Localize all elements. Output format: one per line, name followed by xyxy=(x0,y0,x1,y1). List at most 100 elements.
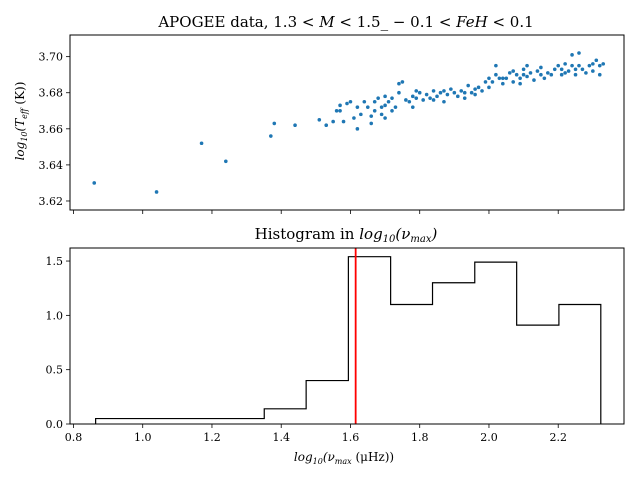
scatter-point xyxy=(428,96,432,100)
scatter-point xyxy=(442,89,446,93)
histogram-bar xyxy=(306,381,348,424)
scatter-point xyxy=(597,72,602,77)
scatter-point xyxy=(546,71,550,75)
histogram-bar xyxy=(391,304,433,424)
scatter-point xyxy=(414,89,419,93)
histogram-bar xyxy=(517,325,559,424)
scatter-point xyxy=(293,123,297,128)
scatter-point xyxy=(494,72,498,77)
scatter-point xyxy=(369,121,374,126)
scatter-point xyxy=(573,67,578,72)
scatter-point xyxy=(272,121,277,126)
scatter-point xyxy=(556,63,561,68)
scatter-point xyxy=(355,105,360,109)
scatter-point xyxy=(549,72,554,77)
scatter-point xyxy=(452,90,457,95)
scatter-point xyxy=(397,81,401,86)
scatter-point xyxy=(514,72,519,77)
histogram-bar xyxy=(348,257,390,424)
scatter-point xyxy=(532,78,536,82)
scatter-point xyxy=(362,99,367,104)
scatter-point xyxy=(494,63,498,68)
histogram-bar xyxy=(433,283,475,424)
scatter-point xyxy=(334,108,339,113)
scatter-point xyxy=(476,85,481,90)
scatter-point xyxy=(462,96,467,100)
histogram-title: Histogram in log10(νmax) xyxy=(255,225,438,245)
scatter-point xyxy=(431,89,436,93)
scatter-point xyxy=(466,83,470,88)
histogram-xtick-label: 1.4 xyxy=(272,431,290,444)
scatter-point xyxy=(424,92,429,97)
histogram-xtick-label: 1.6 xyxy=(342,431,360,444)
scatter-point xyxy=(404,98,408,102)
scatter-point xyxy=(92,181,97,185)
scatter-point xyxy=(469,90,474,95)
scatter-point xyxy=(449,87,453,91)
scatter-point xyxy=(521,72,526,77)
scatter-point xyxy=(224,159,228,164)
scatter-point xyxy=(390,96,394,100)
scatter-point xyxy=(497,76,502,81)
scatter-point xyxy=(601,62,606,66)
scatter-point xyxy=(566,69,571,73)
scatter-point xyxy=(591,69,595,73)
scatter-ytick-label: 3.64 xyxy=(39,159,64,172)
scatter-point xyxy=(369,114,374,118)
scatter-point xyxy=(348,99,353,104)
scatter-point xyxy=(338,108,342,113)
scatter-point xyxy=(317,117,322,122)
scatter-point xyxy=(539,72,543,77)
histogram-xtick-label: 2.0 xyxy=(480,431,498,444)
scatter-point xyxy=(383,103,387,108)
scatter-point xyxy=(525,63,529,68)
scatter-point xyxy=(570,53,574,57)
scatter-point xyxy=(407,99,412,104)
scatter-point xyxy=(462,90,467,95)
scatter-point xyxy=(535,69,540,73)
scatter-point xyxy=(487,85,491,90)
scatter-ytick-label: 3.62 xyxy=(39,195,64,208)
scatter-point xyxy=(359,112,363,117)
scatter-point xyxy=(417,90,422,95)
scatter-point xyxy=(507,71,512,75)
scatter-point xyxy=(487,76,491,81)
histogram-ytick-label: 1.5 xyxy=(46,255,64,268)
histogram-bar xyxy=(475,262,517,424)
histogram-xtick-label: 0.8 xyxy=(65,431,83,444)
scatter-point xyxy=(594,58,599,63)
scatter-point xyxy=(365,105,370,109)
scatter-point xyxy=(511,80,515,84)
scatter-ytick-label: 3.70 xyxy=(39,51,64,64)
scatter-point xyxy=(501,76,505,81)
scatter-ylabel: log10(Teff (K)) xyxy=(13,82,29,161)
scatter-point xyxy=(518,76,522,81)
scatter-frame xyxy=(69,34,625,211)
scatter-point xyxy=(597,63,602,68)
scatter-point xyxy=(528,71,533,75)
scatter-point xyxy=(414,96,419,100)
histogram-frame xyxy=(69,247,625,425)
scatter-point xyxy=(521,67,526,72)
scatter-point xyxy=(490,80,495,84)
scatter-point xyxy=(525,74,529,79)
scatter-point xyxy=(577,51,581,55)
scatter-point xyxy=(410,105,415,109)
scatter-point xyxy=(397,90,401,95)
histogram-xtick-label: 2.2 xyxy=(549,431,567,444)
scatter-panel: APOGEE data, 1.3 < M < 1.5_ − 0.1 < FeH … xyxy=(13,13,625,214)
histogram-xlabel: log10(νmax (μHz)) xyxy=(294,450,394,466)
scatter-point xyxy=(400,80,405,84)
scatter-point xyxy=(559,67,564,72)
scatter-point xyxy=(379,112,384,117)
scatter-point xyxy=(539,65,543,70)
scatter-point xyxy=(372,99,377,104)
scatter-point xyxy=(442,99,446,104)
scatter-point xyxy=(559,72,564,77)
scatter-point xyxy=(584,71,588,75)
scatter-point xyxy=(331,119,335,124)
scatter-point xyxy=(501,81,505,86)
scatter-point xyxy=(269,134,273,138)
scatter-point xyxy=(552,67,557,72)
